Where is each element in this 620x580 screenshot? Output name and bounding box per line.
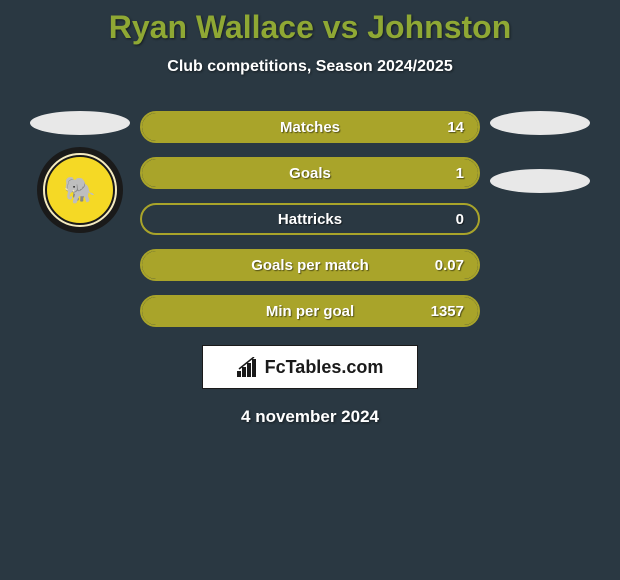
brand-badge[interactable]: FcTables.com: [202, 345, 418, 389]
elephant-icon: 🐘: [64, 177, 96, 203]
stat-bar: Hattricks 0: [140, 203, 480, 235]
bars-icon: [237, 357, 261, 377]
left-club-badge: 🐘: [37, 147, 123, 233]
left-player-avatar-placeholder: [30, 111, 130, 135]
stat-label: Goals: [289, 165, 331, 182]
subtitle: Club competitions, Season 2024/2025: [0, 58, 620, 76]
comparison-title: Ryan Wallace vs Johnston: [0, 0, 620, 46]
stat-bar: Matches 14: [140, 111, 480, 143]
right-player-column: [490, 111, 590, 327]
stat-value: 1: [456, 165, 464, 182]
stat-label: Goals per match: [251, 257, 369, 274]
stat-value: 0.07: [435, 257, 464, 274]
club-badge-inner: 🐘: [45, 155, 115, 225]
left-player-column: 🐘: [30, 111, 130, 327]
stat-value: 0: [456, 211, 464, 228]
stat-bar: Min per goal 1357: [140, 295, 480, 327]
date-label: 4 november 2024: [0, 407, 620, 427]
stat-value: 1357: [431, 303, 464, 320]
brand-label: FcTables.com: [265, 357, 384, 378]
comparison-content: 🐘 Matches 14 Goals 1 Hattricks 0 Goals per mat…: [0, 111, 620, 327]
stat-bar: Goals 1: [140, 157, 480, 189]
stat-bar: Goals per match 0.07: [140, 249, 480, 281]
stat-label: Hattricks: [278, 211, 342, 228]
stat-label: Matches: [280, 119, 340, 136]
stats-column: Matches 14 Goals 1 Hattricks 0 Goals per match…: [140, 111, 480, 327]
right-player-avatar-placeholder: [490, 111, 590, 135]
stat-label: Min per goal: [266, 303, 354, 320]
stat-value: 14: [447, 119, 464, 136]
right-club-badge-placeholder: [490, 169, 590, 193]
